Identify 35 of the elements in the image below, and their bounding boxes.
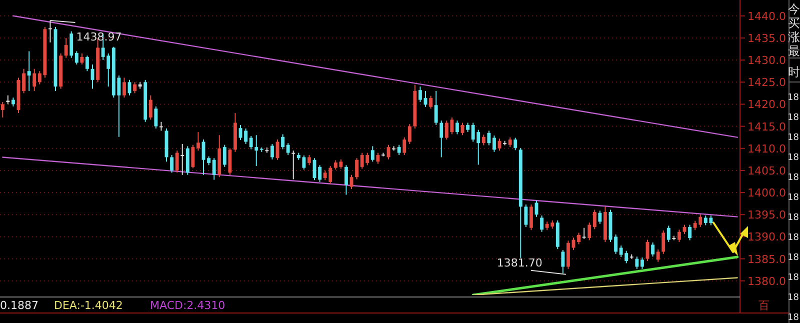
text: 18 — [788, 293, 800, 303]
text: 18 — [788, 313, 800, 323]
text: 买 — [788, 16, 800, 30]
text: 0.1887 — [0, 299, 38, 312]
text: MACD:2.4310 — [150, 299, 226, 312]
text: 今 — [788, 2, 800, 16]
text: 18 — [788, 173, 800, 183]
y-tick-label: 1435.0 — [748, 32, 786, 45]
text: 18 — [788, 153, 800, 163]
y-tick-label: 1395.0 — [748, 208, 786, 222]
text: 18 — [788, 273, 800, 283]
y-tick-label: 1380.0 — [748, 274, 786, 288]
text: 时 — [788, 65, 800, 79]
y-tick-label: 1425.0 — [748, 76, 786, 90]
text: 18 — [788, 133, 800, 143]
y-tick-label: 1400.0 — [748, 186, 786, 200]
annotation: 1381.70 — [496, 256, 542, 270]
y-tick-label: 1405.0 — [748, 164, 786, 178]
y-tick-label: 1410.0 — [748, 142, 786, 156]
text: DEA:-1.4042 — [54, 299, 123, 312]
y-tick-label: 1385.0 — [748, 252, 786, 266]
text: 18 — [788, 213, 800, 223]
y-tick-label: 1440.0 — [748, 10, 786, 23]
text: 18 — [788, 253, 800, 263]
text: 18 — [788, 233, 800, 243]
text: 百 — [758, 299, 770, 312]
text: 18 — [788, 113, 800, 123]
y-tick-label: 1390.0 — [748, 230, 786, 244]
y-tick-label: 1430.0 — [748, 54, 786, 68]
y-tick-label: 1415.0 — [748, 120, 786, 134]
text: 18 — [788, 193, 800, 203]
text: 涨 — [788, 30, 800, 44]
text: 18 — [788, 93, 800, 103]
text: 最 — [788, 44, 800, 58]
y-tick-label: 1420.0 — [748, 98, 786, 112]
